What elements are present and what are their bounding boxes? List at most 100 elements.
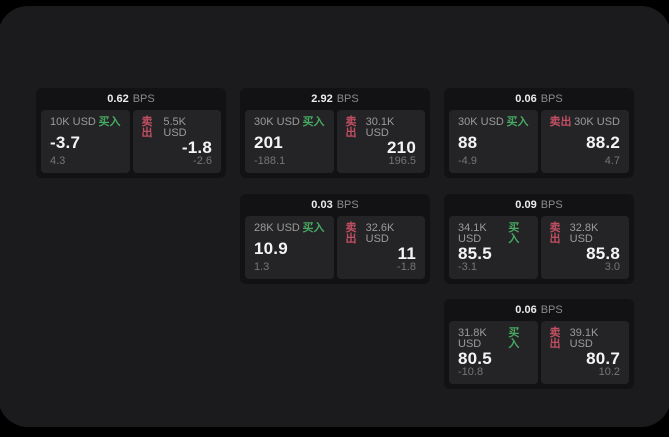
buy-panel[interactable]: 30K USD 买入 201 -188.1	[245, 110, 334, 173]
quote-card: 0.09 BPS 34.1K USD 买入 85.5 -3.1 卖出 32.8K…	[444, 194, 634, 284]
quote-panels: 31.8K USD 买入 80.5 -10.8 卖出 39.1K USD 80.…	[444, 321, 634, 389]
buy-panel-top: 30K USD 买入	[458, 117, 529, 128]
sell-price: 11	[397, 244, 416, 263]
buy-label: 买入	[302, 116, 325, 128]
bps-value: 0.06	[515, 93, 537, 105]
sell-delta: 3.0	[604, 261, 620, 273]
buy-panel-top: 34.1K USD 买入	[458, 223, 529, 245]
quote-card: 0.62 BPS 10K USD 买入 -3.7 4.3 卖出 5.5K USD…	[36, 88, 226, 178]
buy-panel[interactable]: 30K USD 买入 88 -4.9	[449, 110, 538, 173]
buy-price: -3.7	[50, 132, 81, 152]
bps-unit-label: BPS	[540, 199, 563, 211]
sell-panel[interactable]: 卖出 30K USD 88.2 4.7	[540, 110, 629, 173]
sell-notional-amount: 30.1K USD	[365, 116, 395, 139]
quote-panels: 30K USD 买入 88 -4.9 卖出 30K USD 88.2 4.7	[444, 110, 634, 178]
buy-price: 10.9	[254, 238, 288, 258]
buy-panel[interactable]: 34.1K USD 买入 85.5 -3.1	[449, 216, 538, 279]
sell-label: 卖出	[345, 116, 357, 139]
buy-panel-top: 28K USD 买入	[254, 223, 325, 234]
buy-delta: -10.8	[458, 366, 484, 378]
sell-panel-top: 卖出 39.1K USD	[550, 328, 621, 350]
quote-panels: 34.1K USD 买入 85.5 -3.1 卖出 32.8K USD 85.8…	[444, 216, 634, 284]
quote-panels: 28K USD 买入 10.9 1.3 卖出 32.6K USD 11 -1.8	[240, 216, 430, 284]
bps-header: 0.06 BPS	[444, 88, 634, 110]
buy-panel-top: 30K USD 买入	[254, 117, 325, 128]
sell-label: 卖出	[141, 116, 153, 139]
bps-header: 2.92 BPS	[240, 88, 430, 110]
quote-card: 0.03 BPS 28K USD 买入 10.9 1.3 卖出 32.6K US…	[240, 194, 430, 284]
quote-card: 0.06 BPS 30K USD 买入 88 -4.9 卖出 30K USD 8…	[444, 88, 634, 178]
sell-delta: 10.2	[598, 366, 620, 378]
bps-header: 0.62 BPS	[36, 88, 226, 110]
buy-notional-amount: 34.1K USD	[458, 222, 487, 245]
sell-price: 88.2	[586, 132, 620, 152]
sell-label: 卖出	[549, 222, 561, 245]
sell-panel-top: 卖出 30.1K USD	[346, 117, 417, 139]
buy-delta: 1.3	[254, 261, 270, 273]
sell-notional-amount: 32.6K USD	[365, 222, 395, 245]
buy-delta: -188.1	[254, 155, 286, 167]
sell-panel[interactable]: 卖出 32.6K USD 11 -1.8	[336, 216, 425, 279]
bps-value: 0.62	[107, 93, 129, 105]
sell-panel-top: 卖出 30K USD	[550, 117, 621, 128]
sell-notional-amount: 39.1K USD	[569, 327, 599, 350]
bps-unit-label: BPS	[336, 199, 359, 211]
bps-value: 2.92	[311, 93, 333, 105]
bps-header: 0.03 BPS	[240, 194, 430, 216]
sell-panel[interactable]: 卖出 5.5K USD -1.8 -2.6	[132, 110, 221, 173]
bps-unit-label: BPS	[540, 304, 563, 316]
bps-value: 0.06	[515, 304, 537, 316]
sell-label: 卖出	[549, 116, 572, 128]
sell-price: 85.8	[586, 244, 620, 263]
sell-panel[interactable]: 卖出 39.1K USD 80.7 10.2	[540, 321, 629, 384]
sell-price: -1.8	[181, 138, 212, 157]
quote-panels: 10K USD 买入 -3.7 4.3 卖出 5.5K USD -1.8 -2.…	[36, 110, 226, 178]
sell-notional-amount: 30K USD	[574, 116, 620, 128]
buy-notional-amount: 30K USD	[254, 116, 300, 128]
sell-price: 80.7	[586, 349, 620, 368]
buy-panel[interactable]: 10K USD 买入 -3.7 4.3	[41, 110, 130, 173]
bps-value: 0.09	[515, 199, 537, 211]
sell-panel[interactable]: 卖出 32.8K USD 85.8 3.0	[540, 216, 629, 279]
buy-panel[interactable]: 31.8K USD 买入 80.5 -10.8	[449, 321, 538, 384]
buy-price: 80.5	[458, 349, 492, 368]
bps-unit-label: BPS	[540, 93, 563, 105]
buy-delta: 4.3	[50, 155, 66, 167]
buy-label: 买入	[302, 222, 325, 234]
quote-panels: 30K USD 买入 201 -188.1 卖出 30.1K USD 210 1…	[240, 110, 430, 178]
buy-notional-amount: 10K USD	[50, 116, 96, 128]
buy-panel-top: 31.8K USD 买入	[458, 328, 529, 350]
bps-header: 0.09 BPS	[444, 194, 634, 216]
buy-label: 买入	[506, 116, 529, 128]
sell-delta: 196.5	[388, 155, 416, 167]
sell-panel-top: 卖出 5.5K USD	[142, 117, 213, 139]
sell-delta: -1.8	[397, 261, 416, 273]
bps-unit-label: BPS	[132, 93, 155, 105]
sell-notional-amount: 32.8K USD	[569, 222, 599, 245]
bps-header: 0.06 BPS	[444, 299, 634, 321]
sell-panel-top: 卖出 32.6K USD	[346, 223, 417, 245]
buy-label: 买入	[508, 327, 520, 350]
buy-price: 88	[458, 132, 478, 152]
buy-delta: -3.1	[458, 261, 477, 273]
sell-label: 卖出	[345, 222, 357, 245]
sell-panel[interactable]: 卖出 30.1K USD 210 196.5	[336, 110, 425, 173]
buy-notional-amount: 31.8K USD	[458, 327, 487, 350]
buy-panel[interactable]: 28K USD 买入 10.9 1.3	[245, 216, 334, 279]
buy-notional-amount: 28K USD	[254, 222, 300, 234]
sell-price: 210	[387, 138, 416, 157]
sell-panel-top: 卖出 32.8K USD	[550, 223, 621, 245]
sell-label: 卖出	[549, 327, 561, 350]
quote-card: 0.06 BPS 31.8K USD 买入 80.5 -10.8 卖出 39.1…	[444, 299, 634, 389]
buy-notional-amount: 30K USD	[458, 116, 504, 128]
quote-card: 2.92 BPS 30K USD 买入 201 -188.1 卖出 30.1K …	[240, 88, 430, 178]
buy-label: 买入	[98, 116, 121, 128]
bps-unit-label: BPS	[336, 93, 359, 105]
app-window: 0.62 BPS 10K USD 买入 -3.7 4.3 卖出 5.5K USD…	[0, 6, 669, 427]
sell-notional-amount: 5.5K USD	[163, 116, 187, 139]
buy-delta: -4.9	[458, 155, 477, 167]
bps-value: 0.03	[311, 199, 333, 211]
buy-price: 201	[254, 132, 283, 152]
sell-delta: 4.7	[604, 155, 620, 167]
buy-price: 85.5	[458, 244, 492, 263]
